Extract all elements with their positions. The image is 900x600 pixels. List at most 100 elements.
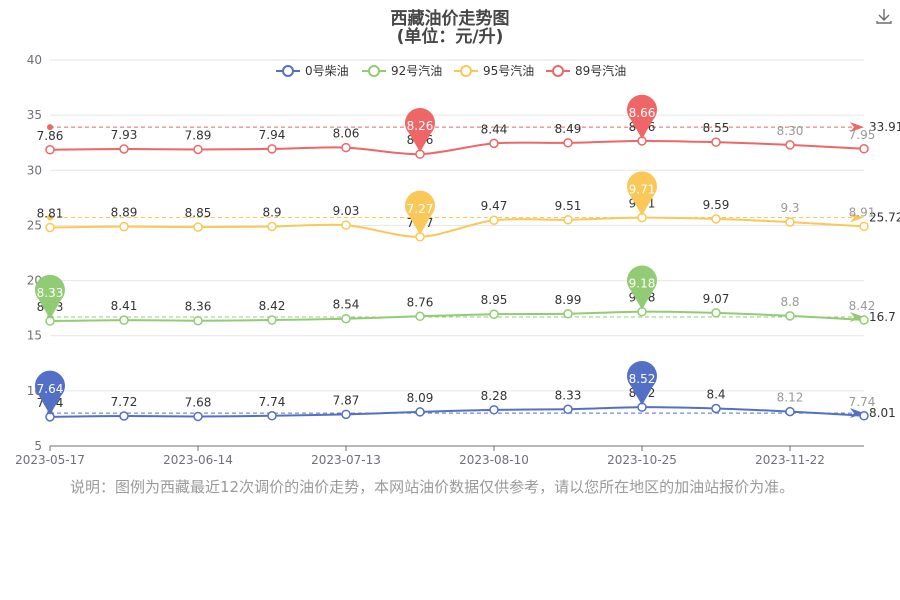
data-point xyxy=(119,144,129,154)
data-label: 8.81 xyxy=(37,207,64,221)
data-label: 8.06 xyxy=(333,127,360,141)
y-tick-label: 5 xyxy=(34,439,42,453)
pin-shape xyxy=(35,274,65,320)
x-tick-label: 2023-05-17 xyxy=(15,453,85,467)
data-point xyxy=(193,222,203,232)
pin-label: 9.71 xyxy=(629,183,656,197)
data-label: 8.9 xyxy=(262,206,281,220)
legend-marker xyxy=(460,65,472,77)
data-label: 8.91 xyxy=(849,205,876,219)
data-label: 9.51 xyxy=(555,199,582,213)
pin-label: 8.26 xyxy=(407,119,434,133)
series-line xyxy=(49,139,865,156)
legend-label: 92号汽油 xyxy=(391,63,442,78)
data-label: 8.49 xyxy=(555,122,582,136)
data-label: 9.3 xyxy=(780,201,799,215)
markline-arrow xyxy=(850,212,864,223)
data-point xyxy=(119,221,129,232)
pin-marker: 7.64 xyxy=(35,370,65,415)
data-point xyxy=(859,315,869,325)
series-line xyxy=(49,406,865,418)
data-point xyxy=(119,411,129,421)
series-line xyxy=(49,216,865,238)
markline-label: 33.91 xyxy=(869,120,900,134)
pin-shape xyxy=(35,370,65,415)
data-label: 8.33 xyxy=(555,388,582,402)
series-line xyxy=(49,310,865,323)
data-point xyxy=(45,145,55,155)
pin-label: 9.18 xyxy=(629,277,656,291)
data-point xyxy=(859,411,869,421)
data-point xyxy=(415,407,425,417)
data-point xyxy=(45,222,55,233)
data-label: 8.76 xyxy=(407,295,434,309)
y-tick-label: 25 xyxy=(27,218,42,232)
data-point xyxy=(341,142,351,153)
data-point xyxy=(563,404,573,415)
pin-shape xyxy=(627,360,657,406)
pin-shape xyxy=(627,171,657,216)
data-label: 7.74 xyxy=(259,395,286,409)
markline-arrow xyxy=(850,408,864,419)
data-label: 8.36 xyxy=(185,300,212,314)
pin-label: 8.33 xyxy=(37,286,64,300)
legend-marker xyxy=(368,65,380,77)
x-tick-label: 2023-06-14 xyxy=(163,453,233,467)
legend-label: 0号柴油 xyxy=(305,64,349,78)
legend-marker xyxy=(552,65,564,77)
data-point xyxy=(193,315,203,326)
data-label: 8.42 xyxy=(849,299,876,313)
markline-arrow xyxy=(850,311,864,322)
data-label: 7.95 xyxy=(849,128,876,142)
legend-marker xyxy=(282,65,294,77)
y-tick-label: 35 xyxy=(27,108,42,122)
data-point xyxy=(267,144,277,154)
data-point xyxy=(415,311,425,322)
data-point xyxy=(193,411,203,422)
data-label: 8.95 xyxy=(481,293,508,307)
chart-subtitle: (单位：元/升) xyxy=(396,27,504,47)
markline-arrow xyxy=(850,122,864,133)
markline-label: 8.01 xyxy=(869,406,896,420)
data-label: 8.41 xyxy=(111,299,138,313)
pin-label: 7.27 xyxy=(407,202,434,216)
data-label: 8.54 xyxy=(333,298,360,312)
data-point xyxy=(785,140,795,150)
pin-marker: 9.18 xyxy=(627,265,657,310)
download-icon[interactable] xyxy=(874,6,894,26)
chart-note: 说明：图例为西藏最近12次调价的油价走势，本网站油价数据仅供参考，请以您所在地区… xyxy=(70,478,795,496)
pin-shape xyxy=(627,94,657,139)
data-label: 9.47 xyxy=(481,199,508,213)
data-point xyxy=(785,311,795,321)
data-point xyxy=(711,214,721,224)
pin-label: 7.64 xyxy=(37,382,64,396)
markline-label: 16.7 xyxy=(869,310,896,324)
markline-start xyxy=(47,214,53,221)
x-tick-label: 2023-10-25 xyxy=(607,453,677,467)
data-point xyxy=(341,313,351,324)
pin-shape xyxy=(627,265,657,310)
pin-shape xyxy=(405,190,436,235)
data-point xyxy=(563,138,573,148)
data-label: 7.68 xyxy=(185,395,212,409)
y-tick-label: 15 xyxy=(27,329,42,343)
data-label: 8.09 xyxy=(407,391,434,405)
legend-label: 89号汽油 xyxy=(575,63,626,78)
data-point xyxy=(859,221,869,232)
data-point xyxy=(267,315,277,325)
data-point xyxy=(785,217,795,227)
markline-start xyxy=(47,124,53,131)
y-tick-label: 30 xyxy=(27,163,42,177)
pin-label: 8.66 xyxy=(629,106,656,120)
data-label: 8.4 xyxy=(706,388,725,402)
x-tick-label: 2023-07-13 xyxy=(311,453,381,467)
data-label: 7.86 xyxy=(37,129,64,143)
data-label: 8.99 xyxy=(555,293,582,307)
data-label: 8.89 xyxy=(111,206,138,220)
data-label: 8.8 xyxy=(780,295,799,309)
pin-shape xyxy=(405,107,436,153)
pin-marker: 8.26 xyxy=(405,107,436,153)
data-point xyxy=(711,137,721,147)
legend-label: 95号汽油 xyxy=(483,63,534,78)
